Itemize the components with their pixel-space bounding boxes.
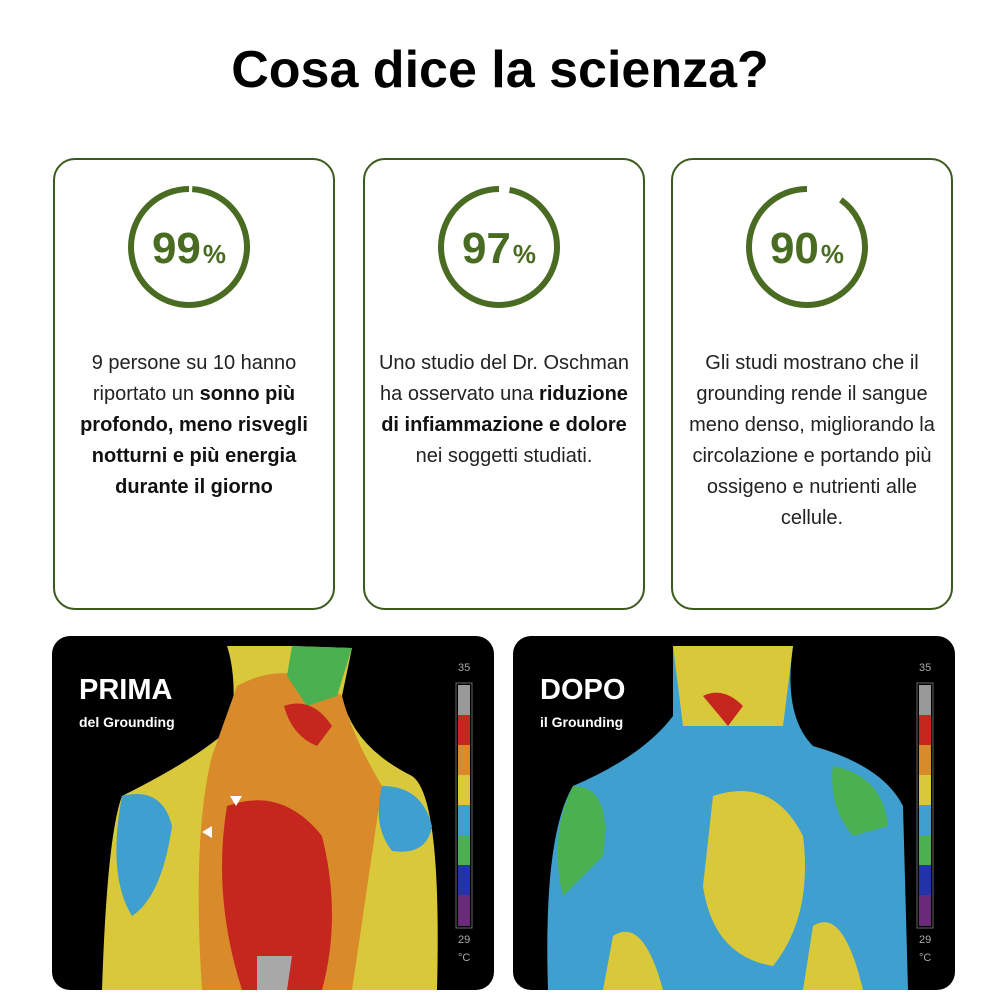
scale-max: 35 (458, 662, 471, 674)
stat-number: 97 (462, 224, 511, 273)
ring-arc (438, 186, 560, 308)
text-segment: Uno studio del Dr. Oschman ha osservato … (378, 352, 630, 405)
stat-unit: % (821, 239, 844, 269)
stat-card: Gli studi mostrano che il grounding rend… (671, 158, 953, 610)
thermal-art (102, 646, 473, 990)
image-subtitle: il Grounding (540, 714, 624, 730)
stat-number: 90 (770, 224, 819, 273)
ring-chart: 97% (438, 186, 560, 308)
stat-number: 99 (152, 224, 201, 273)
stat-card: 9 persone su 10 hanno riportato un sonno… (53, 158, 335, 610)
ring-chart: 99% (128, 186, 250, 308)
thermal-art (547, 646, 934, 990)
text-segment: nei soggetti studiati. (415, 445, 593, 467)
stat-card: Uno studio del Dr. Oschman ha osservato … (363, 158, 645, 610)
image-subtitle: del Grounding (79, 714, 175, 730)
stat-value: 90% (770, 224, 844, 273)
stat-value: 97% (462, 224, 536, 273)
scale-unit: °C (458, 952, 471, 964)
card-text: Uno studio del Dr. Oschman ha osservato … (377, 348, 631, 472)
image-title: DOPO (540, 674, 626, 706)
stat-unit: % (513, 239, 536, 269)
image-title: PRIMA (79, 674, 173, 706)
scale-min: 29 (919, 934, 932, 946)
scale-max: 35 (919, 662, 932, 674)
title: Cosa dice la scienza? (231, 41, 769, 99)
card-text: Gli studi mostrano che il grounding rend… (685, 348, 939, 534)
thermal-image: PRIMA del Grounding 35 29 °C (52, 636, 494, 990)
scale-min: 29 (458, 934, 471, 946)
card-text: 9 persone su 10 hanno riportato un sonno… (67, 348, 321, 503)
stat-unit: % (203, 239, 226, 269)
thermal-image: DOPO il Grounding 35 29 °C (513, 636, 955, 990)
scale-unit: °C (919, 952, 932, 964)
text-segment: Gli studi mostrano che il grounding rend… (689, 352, 935, 529)
ring-chart: 90% (746, 186, 868, 308)
text-segment: 9 persone su 10 hanno riportato un (91, 352, 297, 405)
ring-arc (746, 186, 868, 308)
ring-arc (128, 186, 250, 308)
text-segment: riduzione di infiammazione e dolore (381, 383, 628, 436)
stat-value: 99% (152, 224, 226, 273)
text-segment: sonno più profondo, meno risvegli nottur… (80, 383, 308, 498)
